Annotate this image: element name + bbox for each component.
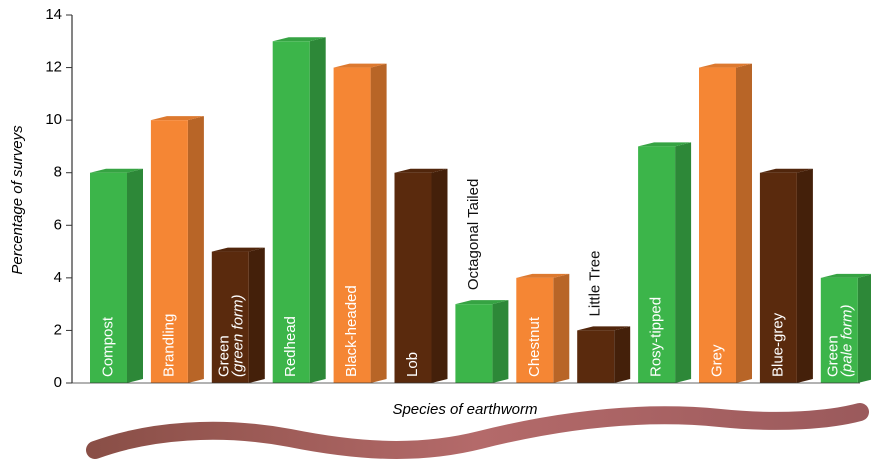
category-note: (green form) bbox=[229, 294, 246, 377]
bar-side bbox=[248, 247, 265, 383]
category-label: Little Tree bbox=[587, 251, 604, 317]
bar-top bbox=[638, 142, 692, 147]
bar-side bbox=[492, 300, 509, 383]
y-tick-label: 8 bbox=[54, 164, 62, 181]
bar-top bbox=[820, 273, 871, 278]
category-label: Chestnut bbox=[526, 316, 543, 377]
bar-top bbox=[333, 63, 387, 68]
category-label: Rosy-tipped bbox=[648, 297, 665, 377]
bar-side bbox=[309, 37, 326, 384]
y-tick-label: 4 bbox=[54, 269, 62, 286]
y-axis-label: Percentage of surveys bbox=[9, 125, 26, 275]
category-label: Brandling bbox=[160, 314, 177, 377]
bar bbox=[211, 251, 249, 383]
bar bbox=[150, 120, 188, 384]
y-tick-label: 2 bbox=[54, 321, 62, 338]
y-tick-label: 10 bbox=[45, 111, 62, 128]
bar-top bbox=[516, 273, 570, 278]
bar bbox=[333, 67, 371, 384]
bar-side bbox=[675, 142, 692, 383]
bar bbox=[90, 172, 127, 383]
y-tick-label: 14 bbox=[45, 6, 62, 23]
category-label: Green bbox=[824, 335, 841, 377]
bar-top bbox=[90, 168, 143, 173]
earthworm-illustration bbox=[86, 403, 869, 459]
category-label: Green bbox=[215, 335, 232, 377]
bar-side bbox=[796, 168, 813, 383]
category-label: Black-headed bbox=[343, 285, 360, 377]
bar-side bbox=[431, 168, 448, 383]
y-tick-label: 0 bbox=[54, 374, 62, 391]
bar bbox=[394, 172, 432, 383]
category-note: (pale form) bbox=[838, 304, 855, 377]
category-label: Octagonal Tailed bbox=[465, 179, 482, 290]
bar bbox=[516, 277, 554, 383]
bar bbox=[699, 67, 736, 384]
bar bbox=[272, 41, 310, 384]
bar-top bbox=[455, 300, 509, 305]
bar-top bbox=[699, 63, 752, 68]
y-tick-label: 12 bbox=[45, 59, 62, 76]
bar bbox=[638, 146, 676, 383]
bar bbox=[820, 277, 858, 383]
bar-side bbox=[187, 116, 204, 384]
category-label: Grey bbox=[708, 344, 725, 377]
bar-top bbox=[577, 326, 631, 331]
category-label: Compost bbox=[99, 316, 116, 377]
bar-top bbox=[759, 168, 813, 173]
bar-top bbox=[150, 116, 204, 121]
bar bbox=[759, 172, 797, 383]
bar-top bbox=[272, 37, 326, 42]
bar-side bbox=[614, 326, 631, 383]
x-axis-label: Species of earthworm bbox=[392, 401, 537, 418]
category-label: Redhead bbox=[282, 316, 299, 377]
bar bbox=[455, 304, 493, 383]
bar-side bbox=[553, 273, 570, 383]
bar-side bbox=[370, 63, 387, 383]
bar-top bbox=[394, 168, 448, 173]
bar bbox=[577, 330, 615, 383]
bar-top bbox=[211, 247, 265, 252]
category-label: Blue-grey bbox=[769, 312, 786, 377]
y-tick-label: 6 bbox=[54, 216, 62, 233]
bar-side bbox=[127, 168, 143, 383]
bar-side bbox=[857, 274, 871, 383]
category-label: Lob bbox=[404, 352, 421, 377]
bar-side bbox=[736, 63, 752, 383]
